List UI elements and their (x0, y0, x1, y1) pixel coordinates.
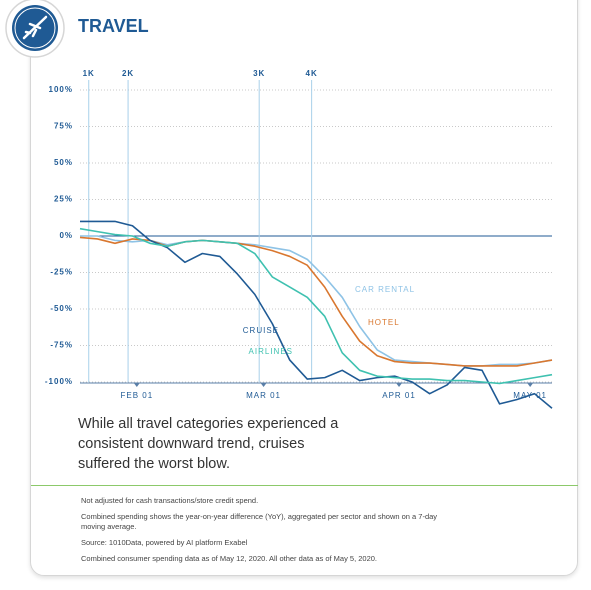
y-tick-label: -100% (45, 377, 73, 386)
series-label: CRUISE (243, 326, 279, 335)
x-tick-label: FEB 01 (120, 391, 153, 400)
y-tick-label: -75% (50, 341, 73, 350)
note: Combined consumer spending data as of Ma… (81, 554, 378, 563)
x-tick-mark (396, 383, 403, 387)
y-tick-label: 0% (59, 231, 73, 240)
series-label: AIRLINES (249, 347, 293, 356)
y-tick-label: 75% (54, 122, 73, 131)
annotation-label: 4K (306, 69, 318, 78)
series-label: HOTEL (368, 318, 400, 327)
series-line (80, 220, 553, 409)
note: Combined spending shows the year-on-year… (81, 512, 438, 531)
icon (5, 0, 65, 58)
annotation-label: 3K (253, 69, 265, 78)
x-tick-mark (527, 383, 534, 387)
series-line (79, 236, 553, 367)
y-tick-label: -50% (50, 304, 73, 313)
divider (31, 485, 578, 486)
notes: Not adjusted for cash transactions/store… (81, 496, 451, 570)
caption: While all travel categories experienced … (78, 416, 339, 472)
annotation-label: 1K (83, 69, 95, 78)
y-tick-label: 50% (54, 158, 73, 167)
title: TRAVEL (78, 16, 149, 36)
card (30, 0, 578, 576)
x-tick-label: APR 01 (382, 391, 416, 400)
series-line (79, 227, 553, 385)
x-tick-label: MAR 01 (246, 391, 281, 400)
x-tick-mark (133, 383, 140, 387)
y-tick-label: 100% (49, 85, 73, 94)
series-label: CAR RENTAL (355, 285, 415, 294)
annotation-label: 2K (122, 69, 134, 78)
note: Source: 1010Data, powered by AI platform… (81, 538, 248, 547)
x-tick-mark (260, 383, 267, 387)
series-line (80, 235, 553, 367)
y-tick-label: -25% (50, 268, 73, 277)
y-tick-label: 25% (54, 195, 73, 204)
note: Not adjusted for cash transactions/store… (81, 496, 259, 505)
